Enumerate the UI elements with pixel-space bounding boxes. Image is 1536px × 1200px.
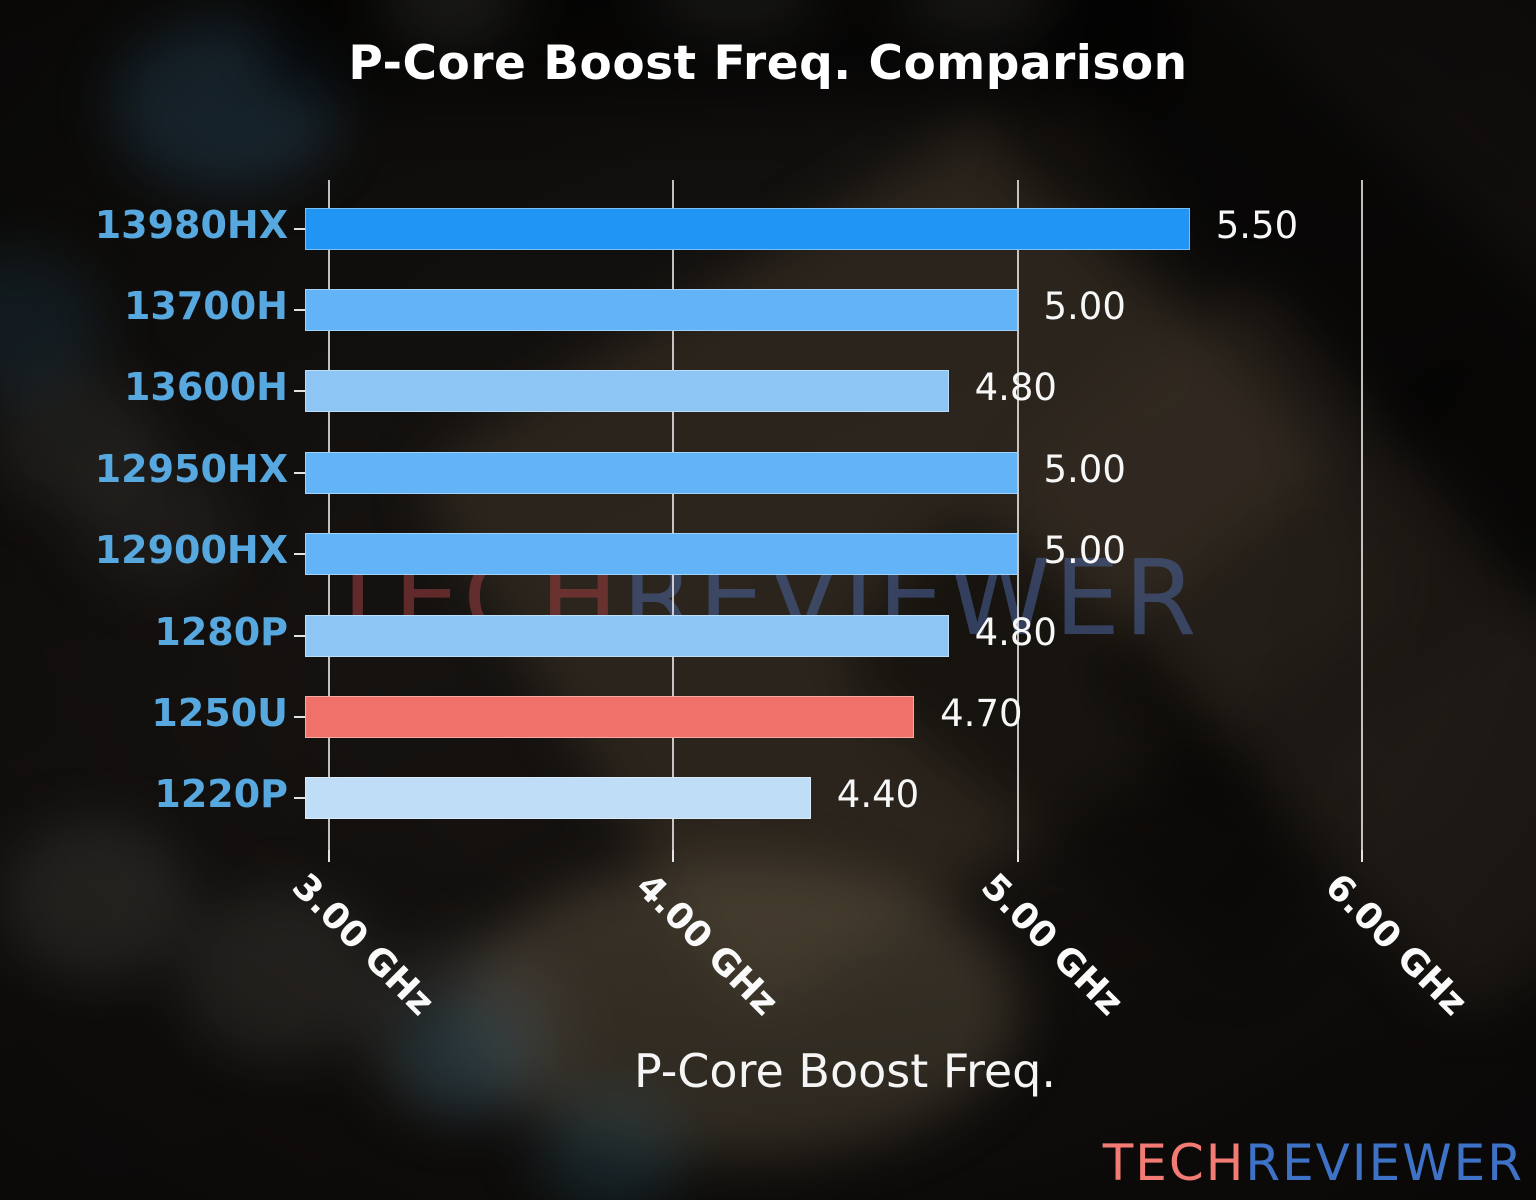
category-label: 1250U xyxy=(151,690,288,735)
x-tick-mark xyxy=(672,850,674,862)
bar xyxy=(305,695,915,738)
chart-title: P-Core Boost Freq. Comparison xyxy=(348,36,1188,91)
y-tick-mark xyxy=(294,553,305,556)
category-label: 1220P xyxy=(154,772,288,817)
logo-tech: TECH xyxy=(1102,1134,1246,1192)
bar-value-label: 5.50 xyxy=(1215,203,1299,247)
logo-reviewer: REVIEWER xyxy=(1245,1134,1524,1192)
y-tick-mark xyxy=(294,634,305,637)
category-label: 12950HX xyxy=(94,446,288,491)
techreviewer-logo: TECHREVIEWER xyxy=(1103,1134,1524,1192)
y-tick-mark xyxy=(294,715,305,718)
bar-value-label: 4.40 xyxy=(836,773,920,817)
bar xyxy=(305,288,1018,331)
bar xyxy=(305,451,1018,494)
bar-value-label: 5.00 xyxy=(1043,447,1126,491)
bar xyxy=(305,533,1018,576)
bar xyxy=(305,777,811,820)
category-label: 13600H xyxy=(123,365,288,410)
category-label: 13700H xyxy=(123,283,288,328)
x-tick-mark xyxy=(1361,850,1363,862)
y-tick-mark xyxy=(294,308,305,311)
bar-value-label: 4.80 xyxy=(974,610,1057,654)
bar-value-label: 5.00 xyxy=(1043,284,1126,328)
gridline xyxy=(1016,180,1019,850)
gridline xyxy=(672,180,674,850)
x-axis-label: P-Core Boost Freq. xyxy=(633,1044,1057,1098)
bar xyxy=(305,207,1190,250)
y-tick-mark xyxy=(294,390,305,393)
gridline xyxy=(327,180,330,850)
gridline xyxy=(1361,180,1363,850)
bar xyxy=(305,614,949,657)
y-tick-mark xyxy=(294,471,305,474)
y-tick-mark xyxy=(294,797,305,800)
bar-value-label: 4.70 xyxy=(940,691,1023,735)
bar xyxy=(305,370,949,413)
x-tick-mark xyxy=(327,850,330,862)
category-label: 1280P xyxy=(154,609,288,654)
y-tick-mark xyxy=(294,227,305,230)
category-label: 12900HX xyxy=(94,528,288,573)
x-tick-mark xyxy=(1016,850,1019,862)
bar-value-label: 4.80 xyxy=(974,366,1057,410)
category-label: 13980HX xyxy=(94,202,288,247)
bar-value-label: 5.00 xyxy=(1043,529,1126,573)
